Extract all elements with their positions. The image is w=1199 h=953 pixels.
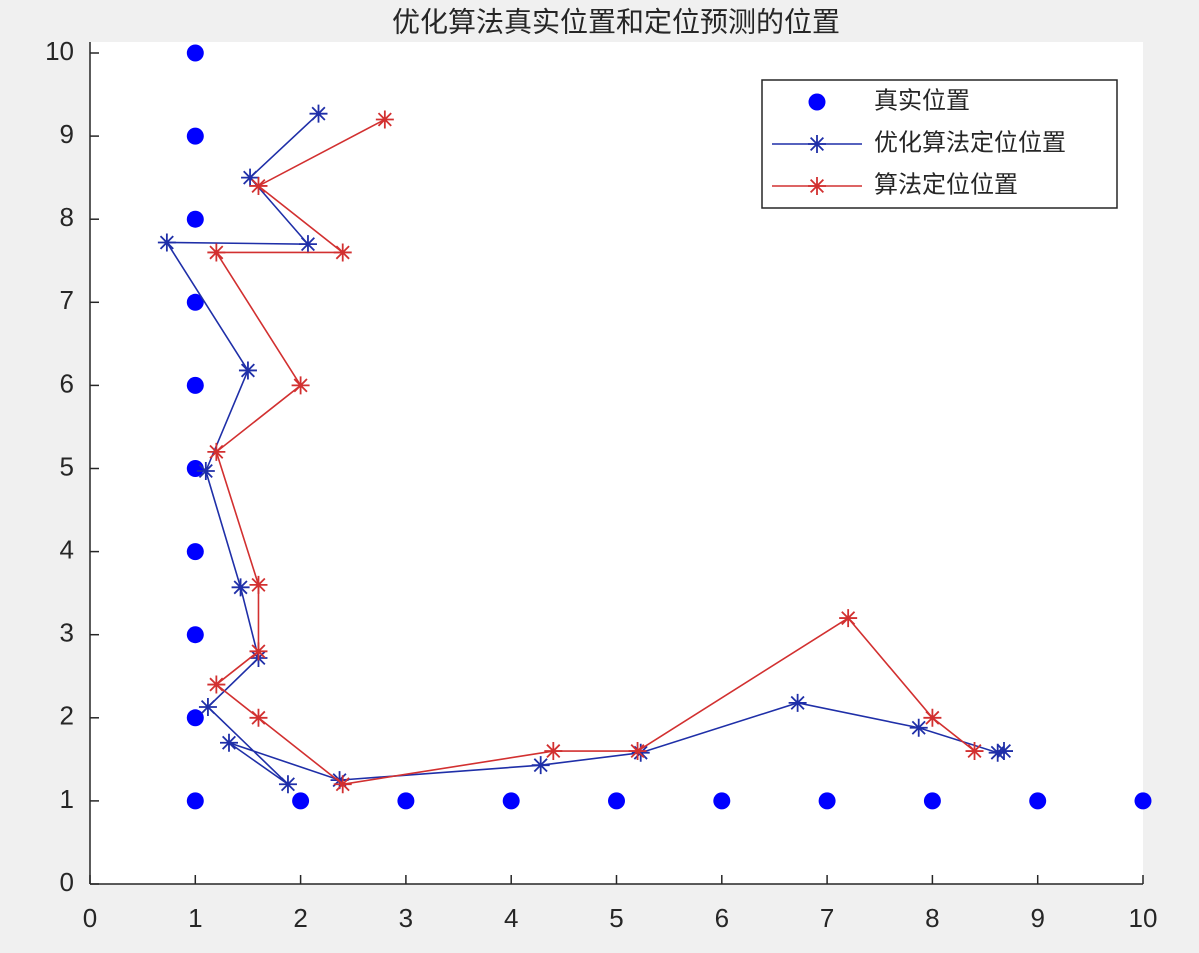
point (292, 792, 310, 810)
point (186, 293, 204, 311)
x-tick-label: 5 (609, 903, 623, 933)
x-tick-label: 1 (188, 903, 202, 933)
legend-label: 真实位置 (874, 87, 970, 114)
point (713, 792, 731, 810)
point (291, 376, 310, 395)
point (186, 127, 204, 145)
x-tick-label: 10 (1129, 903, 1158, 933)
point (207, 243, 226, 262)
y-tick-label: 7 (60, 285, 74, 315)
point (1134, 792, 1152, 810)
point (909, 718, 928, 737)
point (502, 792, 520, 810)
y-tick-label: 6 (60, 368, 74, 398)
point (186, 792, 204, 810)
point (249, 176, 268, 195)
point (207, 442, 226, 461)
point (186, 210, 204, 228)
y-tick-label: 3 (60, 618, 74, 648)
x-tick-label: 9 (1030, 903, 1044, 933)
y-tick-label: 0 (60, 867, 74, 897)
point (238, 361, 257, 380)
point (995, 742, 1013, 761)
point (196, 461, 215, 480)
point (988, 743, 1007, 762)
point (249, 575, 268, 594)
y-tick-label: 9 (60, 119, 74, 149)
series-line (165, 113, 1005, 785)
point (198, 697, 217, 716)
point (186, 709, 204, 727)
x-tick-label: 6 (715, 903, 729, 933)
legend-marker (808, 177, 826, 195)
point (333, 243, 352, 262)
x-tick-label: 0 (83, 903, 97, 933)
point (965, 742, 984, 761)
point (608, 792, 625, 810)
y-tick-label: 4 (60, 534, 74, 564)
x-tick-label: 4 (504, 903, 518, 933)
x-tick-label: 8 (925, 903, 939, 933)
point (531, 756, 550, 775)
point (219, 733, 238, 752)
point (241, 168, 260, 187)
point (298, 235, 317, 254)
x-tick-label: 3 (399, 903, 413, 933)
point (186, 460, 204, 477)
point (628, 742, 647, 761)
point (207, 675, 226, 694)
point (375, 110, 394, 129)
point (249, 708, 268, 727)
y-tick-label: 1 (60, 784, 74, 814)
y-tick-label: 5 (60, 451, 74, 481)
point (1029, 792, 1047, 810)
point (631, 743, 650, 762)
y-tick-label: 10 (45, 36, 74, 66)
y-tick-label: 8 (60, 202, 74, 232)
legend-label: 优化算法定位位置 (874, 129, 1066, 156)
point (249, 642, 268, 661)
series-line (214, 118, 976, 786)
point (186, 44, 204, 62)
point (397, 792, 415, 810)
point (309, 104, 328, 123)
legend-marker (808, 93, 826, 111)
point (544, 742, 563, 761)
point (186, 626, 204, 644)
y-tick-label: 2 (60, 701, 74, 731)
legend-marker (808, 135, 826, 153)
point (333, 775, 352, 794)
point (923, 792, 941, 810)
point (278, 775, 297, 794)
x-tick-label: 7 (820, 903, 834, 933)
x-tick-label: 2 (293, 903, 307, 933)
point (157, 233, 176, 252)
point (231, 578, 250, 597)
point (186, 543, 204, 561)
point (186, 376, 204, 394)
chart-title: 优化算法真实位置和定位预测的位置 (392, 6, 840, 37)
legend-label: 算法定位位置 (874, 171, 1018, 198)
point (839, 609, 858, 628)
point (818, 792, 836, 810)
point (788, 693, 807, 712)
point (923, 708, 942, 727)
